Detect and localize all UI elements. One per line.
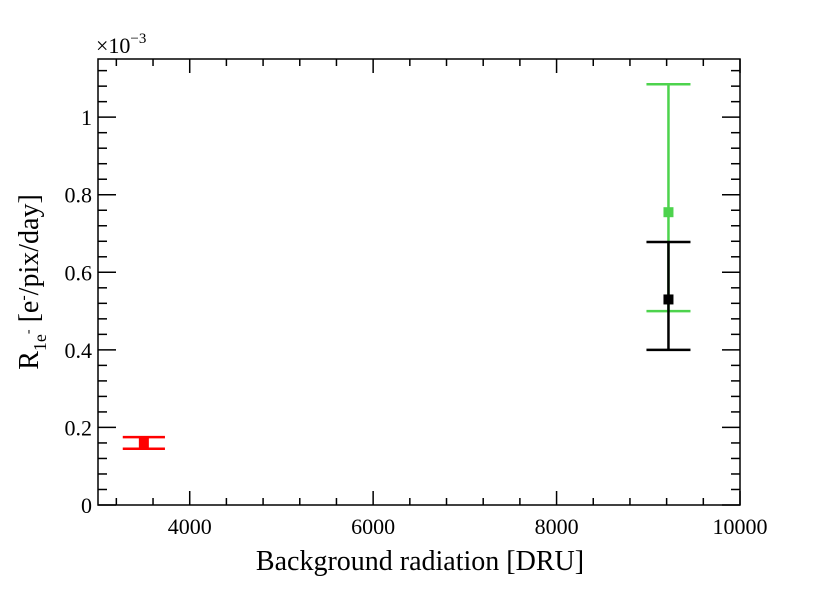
- x-tick-label: 10000: [713, 514, 768, 539]
- data-marker: [138, 437, 149, 448]
- x-tick-label: 8000: [535, 514, 579, 539]
- x-axis-title: Background radiation [DRU]: [256, 546, 584, 577]
- x-tick-label: 4000: [168, 514, 212, 539]
- data-point-group: [646, 240, 691, 352]
- data-points: [122, 82, 691, 451]
- y-tick-label: 0.2: [65, 415, 93, 440]
- y-tick-label: 1: [81, 105, 92, 130]
- data-point-group: [122, 435, 165, 451]
- y-exponent-label: ×10−3: [96, 31, 146, 58]
- y-tick-label: 0.6: [65, 260, 93, 285]
- y-exponent-power: −3: [130, 31, 146, 47]
- x-tick-label: 6000: [351, 514, 395, 539]
- plot-frame: [97, 58, 741, 506]
- data-marker: [663, 294, 674, 305]
- y-tick-label: 0.8: [65, 183, 93, 208]
- y-tick-labels: 0 0.2 0.4 0.6 0.8 1: [65, 105, 93, 518]
- data-marker: [663, 207, 674, 218]
- x-tick-labels: 4000 6000 8000 10000: [168, 514, 768, 539]
- axes-ticks: [98, 59, 741, 506]
- y-tick-label: 0.4: [65, 338, 93, 363]
- y-axis-title: R1e- [e-/pix/day]: [14, 194, 50, 370]
- y-tick-label: 0: [81, 493, 92, 518]
